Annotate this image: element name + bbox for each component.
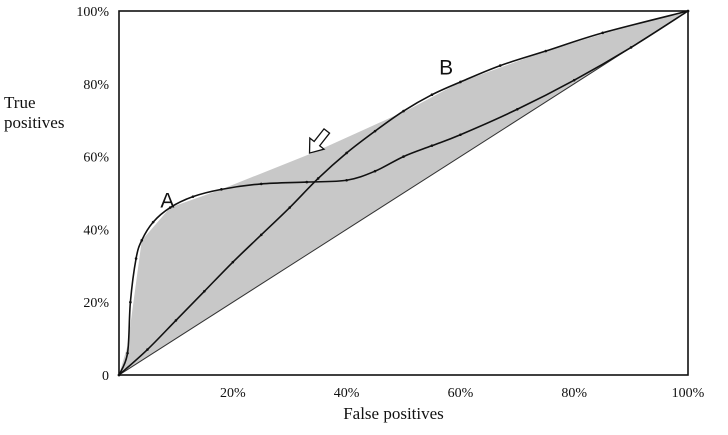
x-tick-label: 80% [561, 386, 587, 401]
series-a-point [459, 133, 462, 137]
x-tick-label: 20% [220, 386, 246, 401]
hollow-arrow-icon [308, 127, 331, 154]
curve-label-a: A [160, 190, 174, 213]
series-b-point [498, 64, 502, 67]
series-b-point [686, 9, 690, 13]
series-b-point [459, 80, 462, 84]
y-axis-title-line-2: positives [4, 113, 64, 132]
series-b-point [174, 319, 178, 322]
series-a-point [629, 46, 633, 49]
series-b-point [373, 129, 377, 133]
series-b-point [601, 31, 604, 35]
series-a-point [191, 195, 195, 198]
x-axis-title: False positives [343, 404, 444, 423]
diagonal-layer [118, 10, 689, 376]
y-tick-label: 0 [102, 369, 109, 384]
plot-frame [118, 10, 689, 376]
annotations: AB [160, 57, 453, 213]
series-a-point [430, 144, 434, 147]
series-a-point [259, 182, 263, 186]
series-b-point [288, 206, 292, 209]
x-tick-label: 60% [448, 386, 474, 401]
series-b-point [117, 373, 121, 377]
series-a-point [516, 107, 519, 111]
y-tick-label: 60% [83, 151, 109, 166]
series-a-point [572, 78, 576, 82]
series-b-point [316, 177, 320, 180]
curve-label-b: B [439, 57, 453, 80]
series-a-point [168, 206, 172, 209]
series-b-point [146, 348, 149, 351]
x-tick-label: 40% [334, 386, 360, 401]
series-a-point [373, 169, 377, 173]
arrow-marker-layer [308, 127, 331, 154]
y-axis-title-line-1: True [4, 93, 36, 112]
diagonal-line [118, 10, 689, 376]
series-a-point [305, 180, 309, 184]
series-b-point [231, 260, 235, 264]
series-a-point [220, 188, 223, 191]
series-a-point [134, 257, 138, 260]
series-layer [117, 9, 690, 377]
y-tick-labels: 0 20% 40% 60% 80% 100% [76, 5, 109, 384]
series-b-point [430, 93, 434, 97]
series-b-point [259, 233, 263, 237]
arrow-shape [308, 127, 331, 154]
x-tick-label: 100% [672, 386, 705, 401]
y-tick-label: 100% [76, 5, 109, 20]
series-b-point [345, 151, 348, 155]
series-b-point [402, 109, 405, 113]
series-a-point [129, 300, 132, 304]
series-a-point [345, 178, 348, 182]
series-a-point [140, 239, 144, 242]
series-a-point [126, 351, 129, 355]
series-a-point [402, 155, 405, 158]
x-tick-labels: 20% 40% 60% 80% 100% [220, 386, 705, 401]
y-tick-label: 80% [83, 78, 109, 93]
y-tick-label: 40% [83, 223, 109, 238]
series-b-point [203, 289, 206, 293]
series-b-point [544, 49, 548, 53]
series-a-point [151, 220, 155, 224]
y-tick-label: 20% [83, 296, 109, 311]
